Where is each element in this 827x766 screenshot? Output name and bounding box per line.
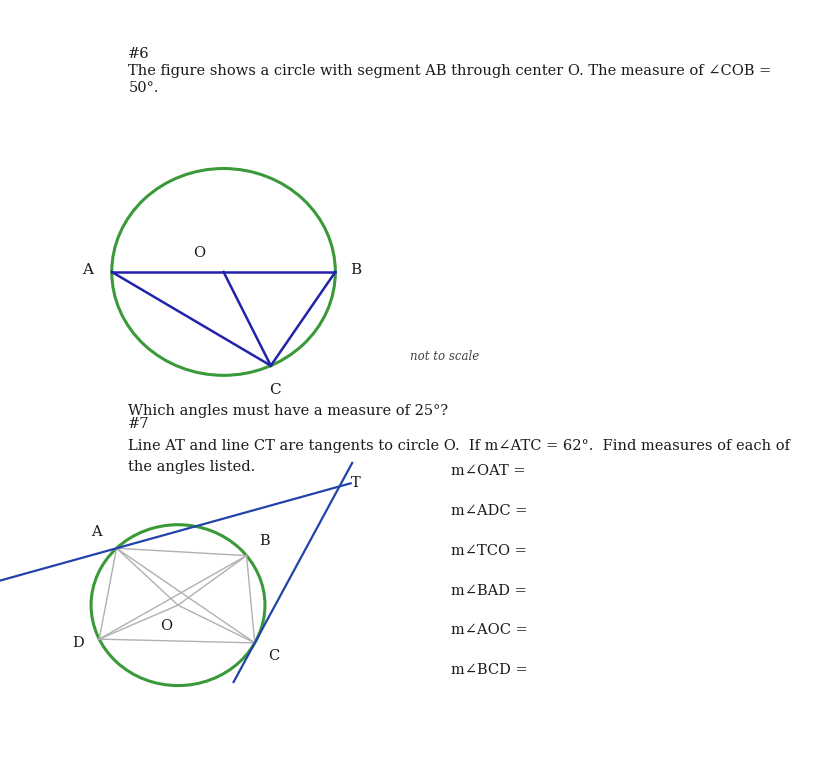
Text: the angles listed.: the angles listed.: [128, 460, 256, 474]
Text: O: O: [160, 619, 172, 633]
Text: C: C: [268, 649, 279, 663]
Text: m∠OAT =: m∠OAT =: [451, 464, 525, 478]
Text: B: B: [350, 264, 361, 277]
Text: O: O: [193, 247, 204, 260]
Text: m∠AOC =: m∠AOC =: [451, 624, 528, 637]
Text: m∠BAD =: m∠BAD =: [451, 584, 526, 597]
Text: A: A: [91, 525, 102, 539]
Text: m∠TCO =: m∠TCO =: [451, 544, 527, 558]
Text: #7: #7: [128, 417, 150, 431]
Text: 50°.: 50°.: [128, 81, 159, 95]
Text: The figure shows a circle with segment AB through center O. The measure of ∠COB : The figure shows a circle with segment A…: [128, 64, 771, 78]
Text: m∠BCD =: m∠BCD =: [451, 663, 528, 677]
Text: A: A: [83, 264, 93, 277]
Text: T: T: [351, 476, 361, 489]
Text: #6: #6: [128, 47, 150, 61]
Text: C: C: [269, 382, 280, 397]
Text: D: D: [73, 636, 84, 650]
Text: m∠ADC =: m∠ADC =: [451, 504, 527, 518]
Text: not to scale: not to scale: [409, 350, 479, 362]
Text: Which angles must have a measure of 25°?: Which angles must have a measure of 25°?: [128, 404, 448, 418]
Text: B: B: [259, 534, 270, 548]
Text: Line AT and line CT are tangents to circle O.  If m∠ATC = 62°.  Find measures of: Line AT and line CT are tangents to circ…: [128, 439, 790, 453]
